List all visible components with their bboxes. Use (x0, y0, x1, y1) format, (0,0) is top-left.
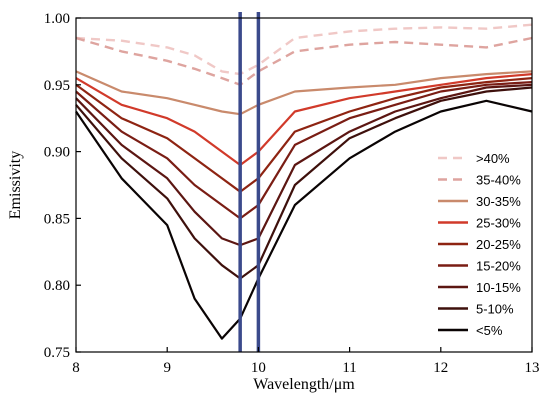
y-tick-label: 1.00 (44, 11, 70, 27)
y-tick-label: 0.90 (44, 145, 70, 161)
x-tick-label: 12 (433, 360, 448, 376)
legend-label-0: >40% (476, 151, 510, 166)
series-line-1 (75, 36, 533, 87)
legend-label-7: 5-10% (476, 302, 514, 317)
legend-label-4: 20-25% (476, 237, 521, 252)
y-axis-title: Emissivity (7, 151, 24, 219)
x-tick-label: 11 (342, 360, 356, 376)
x-tick-label: 8 (72, 360, 80, 376)
tick-layer: 8 9 10 11 12 13 0.75 0.80 0.85 0.90 0.95 1.00 (44, 11, 540, 376)
legend-label-5: 15-20% (476, 259, 521, 274)
legend-label-3: 25-30% (476, 216, 521, 231)
y-tick-label: 0.80 (44, 278, 70, 294)
legend-label-2: 30-35% (476, 194, 521, 209)
legend: >40% 35-40% 30-35% 25-30% 20-25% 15-20% 10-15%… (438, 151, 521, 338)
plot-frame (75, 17, 533, 353)
legend-label-6: 10-15% (476, 280, 521, 295)
series-line-0 (75, 23, 533, 76)
y-tick-label: 0.85 (44, 211, 70, 227)
x-tick-label: 10 (251, 360, 266, 376)
x-tick-label: 9 (163, 360, 171, 376)
y-tick-label: 0.75 (44, 345, 70, 361)
x-axis-title: Wavelength/μm (253, 376, 355, 393)
y-tick-label: 0.95 (44, 78, 70, 94)
x-tick-label: 13 (525, 360, 540, 376)
legend-label-8: <5% (476, 323, 503, 338)
vertical-marker-layer (238, 12, 261, 352)
legend-label-1: 35-40% (476, 173, 521, 188)
